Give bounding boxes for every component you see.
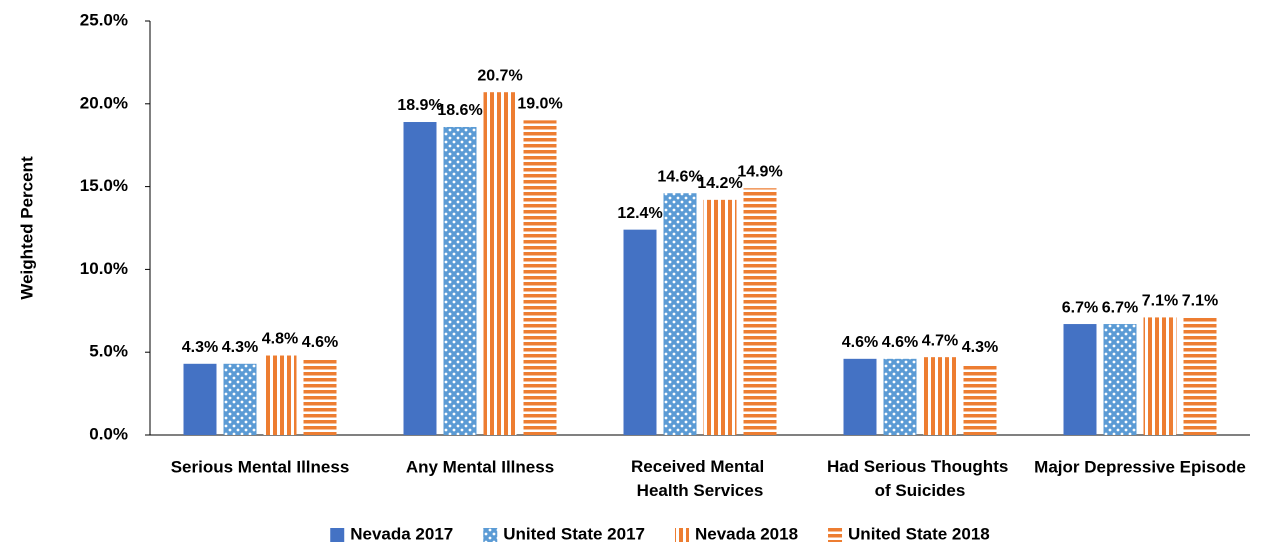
y-tick-label: 25.0%: [80, 10, 128, 29]
legend-label: Nevada 2017: [350, 524, 453, 543]
bar: [843, 358, 877, 435]
legend-swatch: [828, 528, 843, 542]
bar: [883, 358, 917, 435]
y-axis-title: Weighted Percent: [17, 156, 36, 300]
data-label: 4.8%: [262, 331, 298, 348]
bar: [1103, 324, 1137, 435]
x-tick-label: Serious Mental Illness: [171, 457, 350, 476]
data-label: 7.1%: [1142, 293, 1178, 310]
data-label: 4.3%: [182, 339, 218, 356]
data-label: 12.4%: [617, 205, 662, 222]
legend-swatch: [675, 528, 689, 542]
bar: [963, 363, 997, 435]
x-tick-label: Received Mental Health Services: [631, 457, 769, 500]
bar: [663, 193, 697, 435]
bar: [523, 120, 557, 436]
bar: [703, 199, 737, 435]
legend-swatch: [483, 528, 498, 542]
y-tick-label: 10.0%: [80, 259, 128, 278]
data-label: 20.7%: [477, 67, 522, 84]
data-label: 6.7%: [1062, 299, 1098, 316]
data-label: 14.9%: [737, 163, 782, 180]
legend-swatch: [330, 528, 345, 542]
bar: [743, 188, 777, 435]
x-tick-label: Any Mental Illness: [406, 457, 554, 476]
bar: [403, 122, 437, 436]
legend-label: Nevada 2018: [695, 524, 798, 543]
data-label: 4.6%: [882, 334, 918, 351]
x-tick-label: Had Serious Thoughts of Suicides: [827, 457, 1013, 500]
bar: [443, 126, 477, 435]
bar: [1183, 317, 1217, 435]
data-label: 4.3%: [962, 339, 998, 356]
bar: [303, 358, 337, 435]
legend-label: United State 2018: [848, 524, 990, 543]
data-label: 4.6%: [842, 334, 878, 351]
y-tick-label: 15.0%: [80, 176, 128, 195]
data-label: 14.2%: [697, 175, 742, 192]
bar: [1143, 317, 1177, 435]
bar: [1063, 324, 1097, 435]
data-label: 4.6%: [302, 334, 338, 351]
data-label: 18.9%: [397, 97, 442, 114]
data-label: 19.0%: [517, 96, 562, 113]
bar: [263, 355, 297, 435]
y-tick-label: 5.0%: [89, 342, 128, 361]
data-label: 14.6%: [657, 168, 702, 185]
bar: [483, 92, 517, 435]
bar: [223, 363, 257, 435]
bar: [623, 229, 657, 435]
data-label: 4.3%: [222, 339, 258, 356]
legend-label: United State 2017: [503, 524, 645, 543]
x-tick-label: Major Depressive Episode: [1034, 457, 1246, 476]
y-tick-label: 20.0%: [80, 93, 128, 112]
y-tick-label: 0.0%: [89, 424, 128, 443]
bar: [183, 363, 217, 435]
bar: [923, 357, 957, 435]
data-label: 18.6%: [437, 102, 482, 119]
data-label: 4.7%: [922, 332, 958, 349]
data-label: 7.1%: [1182, 293, 1218, 310]
data-label: 6.7%: [1102, 299, 1138, 316]
